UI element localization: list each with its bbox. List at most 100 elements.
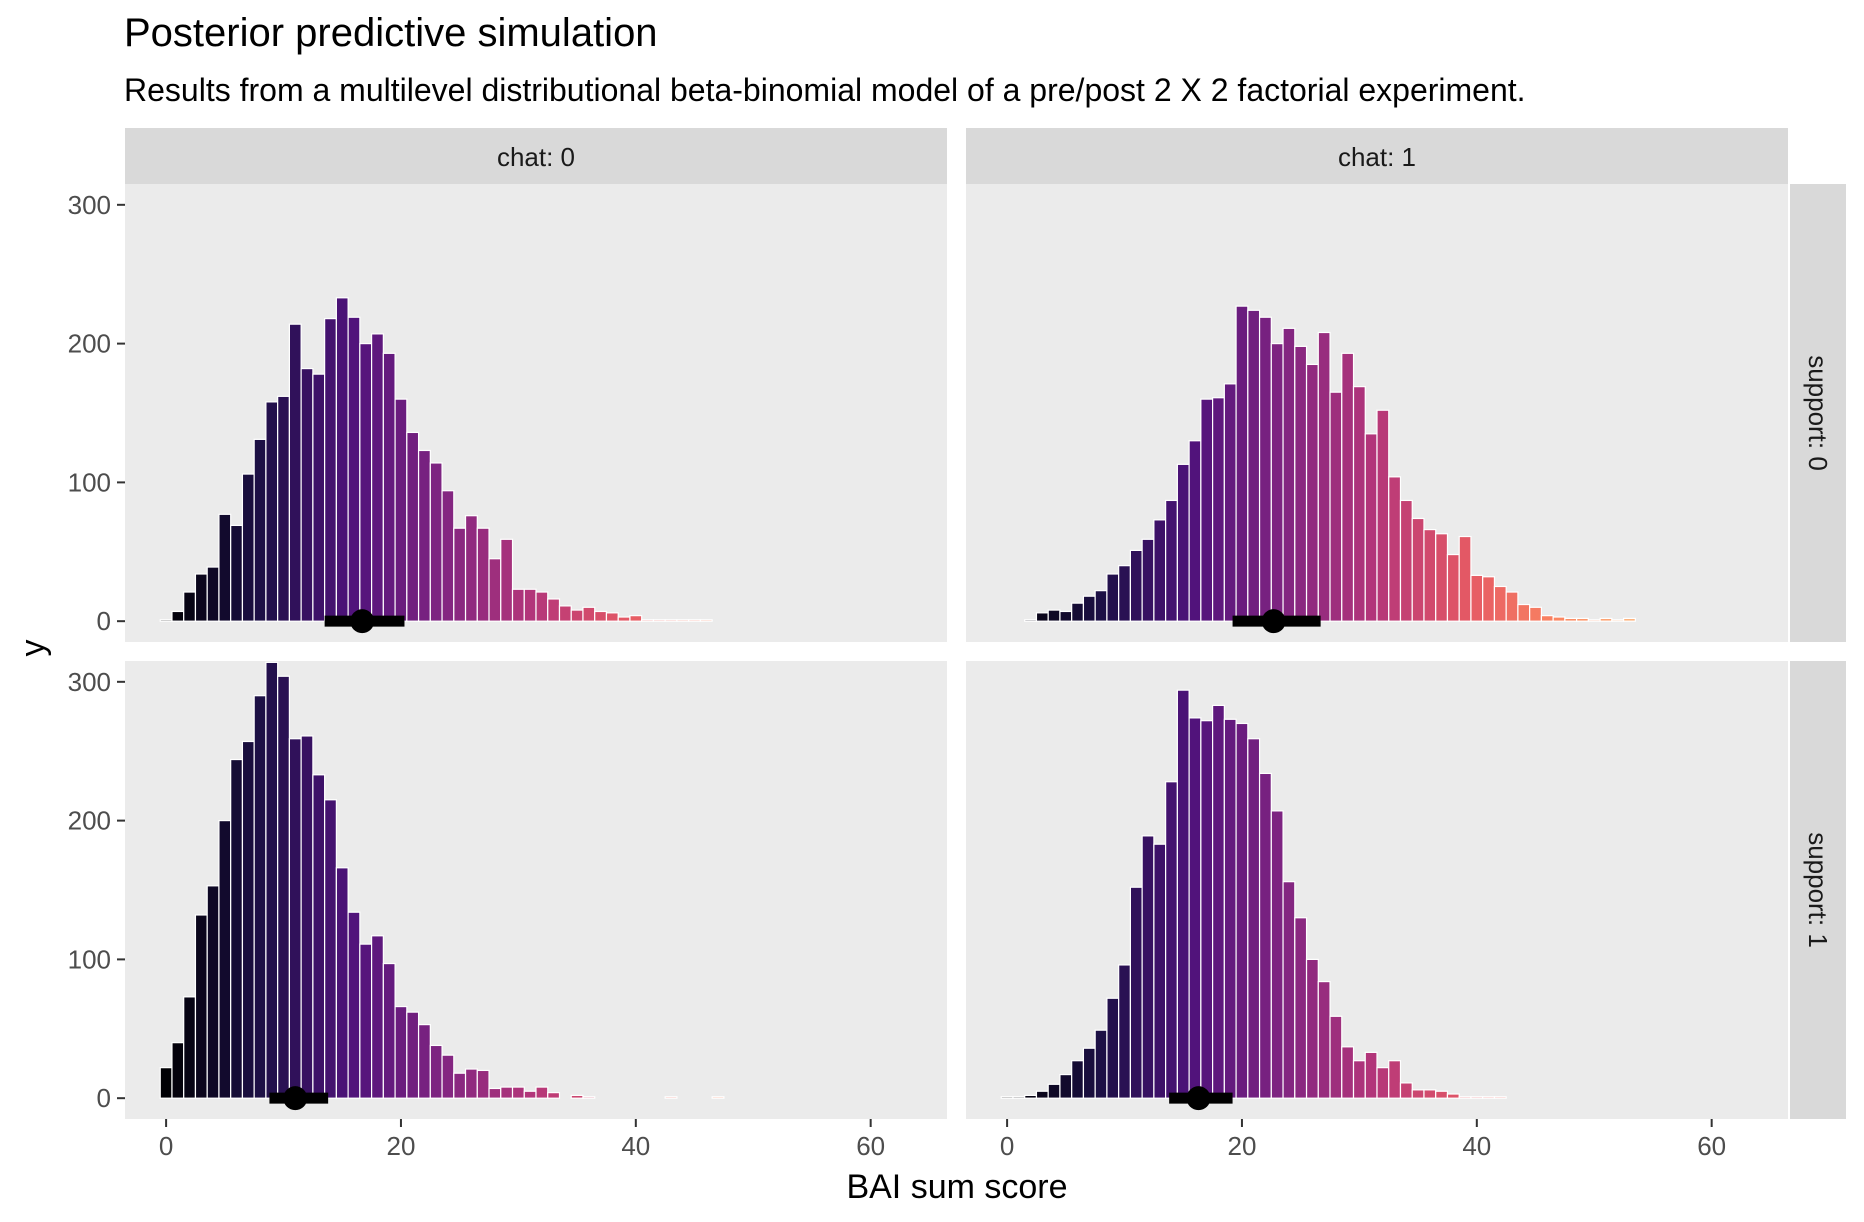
histogram-bar (1129, 886, 1143, 1099)
histogram-bar (1599, 617, 1613, 622)
facet-strip-label: chat: 1 (1338, 142, 1416, 172)
histogram-bar (406, 1011, 420, 1099)
histogram-bar (1364, 1051, 1378, 1099)
histogram-bar (1305, 363, 1319, 622)
histogram-bar (1024, 619, 1038, 622)
histogram-bar (547, 1092, 561, 1099)
histogram-bar (1000, 1096, 1014, 1099)
histogram-bar (312, 774, 326, 1099)
histogram-bar (371, 333, 384, 622)
histogram-bar (241, 473, 255, 622)
histogram-bar (1153, 843, 1167, 1099)
histogram-bar (253, 695, 267, 1099)
histogram-bar (1035, 1090, 1049, 1099)
histogram-bar (1482, 576, 1496, 622)
histogram-bar (1564, 617, 1578, 622)
facet-strip-label: support: 1 (1803, 832, 1833, 948)
histogram-bar (453, 527, 467, 622)
histogram-bar (288, 323, 302, 622)
median-point (1261, 609, 1286, 634)
histogram-bar (1470, 574, 1484, 622)
histogram-bar (206, 566, 220, 622)
histogram-bar (1411, 517, 1425, 622)
x-tick-label: 60 (1697, 1131, 1726, 1161)
histogram-bar (324, 318, 337, 622)
histogram-bar (1364, 433, 1378, 622)
histogram-bar (194, 573, 208, 622)
histogram-bar (1505, 591, 1519, 622)
histogram-bar (1352, 386, 1366, 622)
chart-title: Posterior predictive simulation (124, 11, 658, 55)
histogram-bar (535, 1086, 549, 1099)
histogram-bar (1493, 1096, 1507, 1099)
median-point (1186, 1086, 1211, 1111)
histogram-bar (535, 591, 549, 622)
histogram-bar (347, 316, 361, 622)
histogram-bar (594, 610, 608, 622)
histogram-bar (1082, 595, 1096, 622)
histogram-bar (1576, 617, 1589, 622)
y-tick-label: 200 (68, 806, 111, 836)
histogram-bar (1200, 398, 1214, 622)
histogram-bar (1388, 1060, 1402, 1099)
histogram-bar (194, 914, 208, 1099)
histogram-bar (382, 962, 396, 1099)
histogram-bar (1223, 718, 1237, 1099)
histogram-bar (500, 1086, 514, 1099)
histogram-bar (1517, 603, 1531, 622)
histogram-bar (1082, 1047, 1096, 1099)
histogram-bar (417, 449, 431, 622)
histogram-bar (1024, 1094, 1038, 1099)
histogram-bar (1482, 1096, 1496, 1099)
histogram-bar (1270, 810, 1284, 1099)
y-axis-label: y (14, 640, 52, 657)
histogram-bar (629, 615, 643, 622)
histogram-bar (1071, 602, 1085, 622)
histogram-bar (429, 1044, 443, 1099)
histogram-bar (230, 758, 244, 1099)
y-tick-label: 100 (68, 944, 111, 974)
histogram-bar (500, 538, 514, 622)
histogram-bar (1247, 309, 1261, 622)
histogram-bar (664, 1096, 678, 1099)
histogram-bar (488, 1087, 502, 1099)
histogram-bar (523, 1090, 537, 1099)
histogram-bar (1270, 343, 1284, 622)
histogram-bar (1047, 609, 1061, 622)
histogram-bar (1106, 573, 1120, 622)
histogram-bar (582, 1096, 596, 1099)
histogram-bar (711, 1096, 725, 1099)
histogram-bar (476, 1069, 490, 1099)
histogram-bar (300, 735, 314, 1099)
histogram-bar (1399, 499, 1413, 622)
histogram-bar (1012, 1096, 1026, 1099)
histogram-bar (335, 867, 349, 1099)
facet-panels: chat: 0 chat: 1 support: 0 support: 1 0 100 20… (68, 128, 1846, 1161)
histogram-bar (1329, 391, 1343, 622)
histogram-bar (476, 527, 490, 622)
histogram-bar (1235, 722, 1249, 1099)
histogram-bar (171, 610, 185, 622)
histogram-bar (1188, 440, 1202, 622)
histogram-bar (1282, 881, 1296, 1099)
histogram-bar (464, 515, 478, 622)
histogram-bar (1118, 964, 1131, 1099)
histogram-bar (652, 619, 666, 622)
histogram-bar (183, 591, 197, 622)
histogram-bar (359, 943, 373, 1099)
histogram-bar (1059, 1073, 1073, 1099)
y-tick-label: 300 (68, 667, 111, 697)
histogram-bar (1294, 345, 1308, 622)
x-tick-label: 0 (1000, 1131, 1014, 1161)
histogram-bar (371, 935, 384, 1099)
histogram-bar (253, 438, 267, 622)
histogram-bar (1376, 409, 1390, 622)
histogram-bar (335, 297, 349, 622)
histogram-bar (1305, 958, 1319, 1099)
histogram-bar (1587, 619, 1601, 622)
histogram-bar (1176, 463, 1190, 622)
histogram-bar (394, 1005, 408, 1099)
facet-strip-row (1790, 661, 1846, 1119)
y-tick-label: 300 (68, 190, 111, 220)
